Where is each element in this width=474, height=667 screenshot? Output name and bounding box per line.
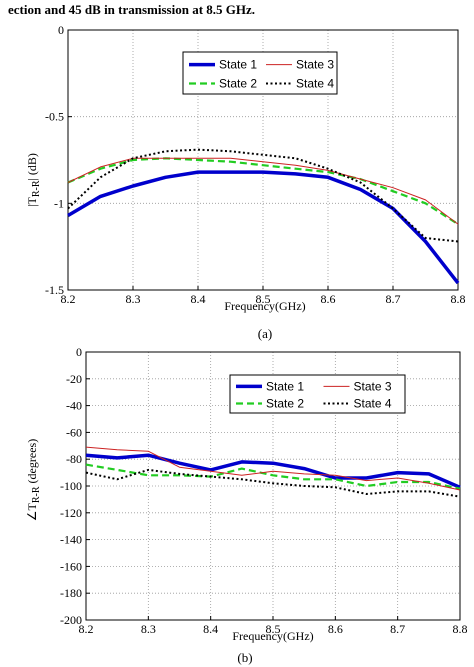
series-line-state-1 bbox=[85, 453, 461, 489]
chart-b-ylabel: ∠TR-R (degrees) bbox=[25, 439, 42, 521]
y-tick-label: -40 bbox=[66, 399, 82, 413]
chart-a-ylabel: |TR-R| (dB) bbox=[25, 153, 42, 207]
chart-b-ticks: 8.2 8.3 8.4 8.5 8.6 8.7 8.8 0 -20 -40 -60 -80 -100 -1… bbox=[60, 345, 468, 636]
y-tick-label: -0.5 bbox=[45, 110, 64, 124]
y-tick-label: -80 bbox=[66, 452, 82, 466]
x-tick-label: 8.2 bbox=[79, 622, 94, 636]
legend-label: State 4 bbox=[296, 77, 334, 91]
series-line-state-2 bbox=[85, 463, 461, 490]
chart-a-lines bbox=[67, 148, 460, 285]
x-tick-label: 8.7 bbox=[386, 292, 401, 306]
y-tick-label: -100 bbox=[60, 479, 82, 493]
legend-label: State 3 bbox=[296, 58, 334, 72]
legend-label: State 1 bbox=[219, 58, 257, 72]
chart-a-ylabel-tail: | (dB) bbox=[25, 153, 39, 180]
x-tick-label: 8.4 bbox=[203, 622, 218, 636]
y-tick-label: -180 bbox=[60, 586, 82, 600]
y-tick-label: -60 bbox=[66, 425, 82, 439]
series-line-state-4 bbox=[85, 468, 461, 498]
x-tick-label: 8.5 bbox=[256, 292, 271, 306]
x-tick-label: 8.6 bbox=[328, 622, 343, 636]
x-tick-label: 8.7 bbox=[390, 622, 405, 636]
chart-a-xlabel: Frequency(GHz) bbox=[224, 299, 305, 313]
y-tick-label: -160 bbox=[60, 559, 82, 573]
x-tick-label: 8.2 bbox=[61, 292, 76, 306]
x-tick-label: 8.6 bbox=[321, 292, 336, 306]
chart-b-ylabel-sub: R-R bbox=[31, 486, 42, 503]
legend-box bbox=[229, 374, 406, 414]
x-tick-label: 8.5 bbox=[266, 622, 281, 636]
chart-a-caption: (a) bbox=[258, 326, 272, 341]
x-tick-label: 8.8 bbox=[453, 622, 468, 636]
y-tick-label: -200 bbox=[60, 613, 82, 627]
x-tick-label: 8.8 bbox=[451, 292, 466, 306]
legend-label: State 1 bbox=[266, 379, 304, 393]
y-tick-label: -1 bbox=[54, 196, 64, 210]
chart-a-ticks: 8.2 8.3 8.4 8.5 8.6 8.7 8.8 0 -0.5 -1 -1.5 bbox=[45, 23, 466, 306]
x-tick-label: 8.3 bbox=[126, 292, 141, 306]
legend-label: State 2 bbox=[219, 77, 257, 91]
x-tick-label: 8.4 bbox=[191, 292, 206, 306]
chart-b-ylabel-main: ∠T bbox=[25, 502, 39, 521]
chart-b-xlabel: Frequency(GHz) bbox=[232, 629, 313, 643]
chart-a-legend: State 1 State 2 State 3 State 4 bbox=[182, 51, 338, 95]
series-line-state-2 bbox=[67, 157, 459, 226]
y-tick-label: -140 bbox=[60, 533, 82, 547]
chart-b-legend: State 1 State 2 State 3 State 4 bbox=[229, 374, 406, 414]
legend-label: State 4 bbox=[354, 397, 392, 411]
series-line-state-3 bbox=[85, 446, 461, 491]
x-tick-label: 8.3 bbox=[141, 622, 156, 636]
legend-box bbox=[182, 51, 338, 95]
chart-a: 8.2 8.3 8.4 8.5 8.6 8.7 8.8 0 -0.5 -1 -1.5 State 1… bbox=[25, 23, 466, 341]
series-line-state-4 bbox=[67, 148, 459, 243]
chart-a-ylabel-sub: R-R bbox=[31, 180, 42, 197]
chart-b: 8.2 8.3 8.4 8.5 8.6 8.7 8.8 0 -20 -40 -60 -80 -100 -1… bbox=[25, 345, 468, 665]
header-text: ection and 45 dB in transmission at 8.5 … bbox=[8, 2, 255, 17]
y-tick-label: 0 bbox=[58, 23, 64, 37]
y-tick-label: -120 bbox=[60, 506, 82, 520]
y-tick-label: 0 bbox=[76, 345, 82, 359]
legend-label: State 2 bbox=[266, 397, 304, 411]
y-tick-label: -1.5 bbox=[45, 283, 64, 297]
chart-b-lines bbox=[85, 446, 461, 498]
chart-b-caption: (b) bbox=[237, 650, 252, 665]
legend-label: State 3 bbox=[354, 379, 392, 393]
chart-a-ylabel-main: |T bbox=[25, 197, 39, 207]
chart-b-ylabel-tail: (degrees) bbox=[25, 439, 39, 487]
y-tick-label: -20 bbox=[66, 372, 82, 386]
